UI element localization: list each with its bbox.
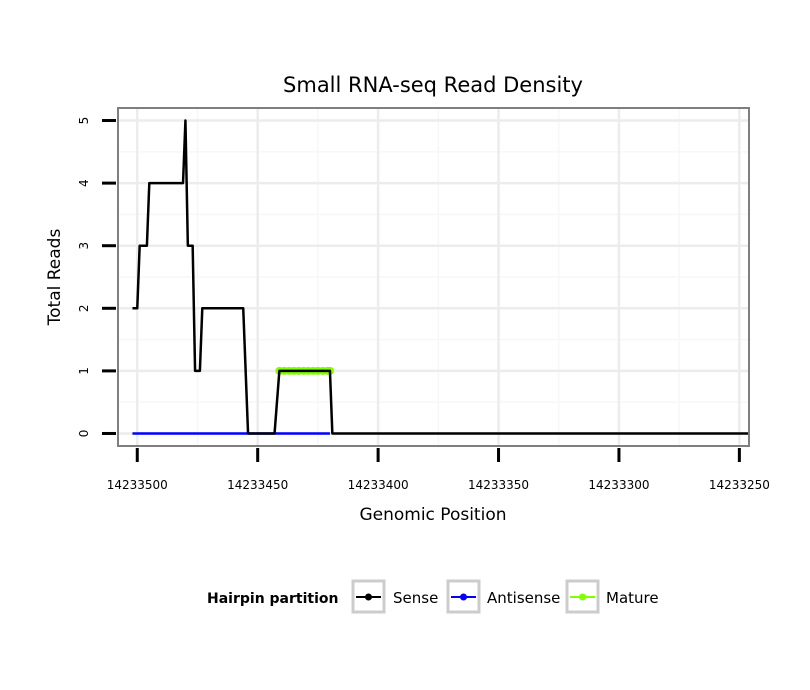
legend: Hairpin partition Sense Antisense Mature [207, 579, 659, 614]
y-axis-label: Total Reads [45, 229, 65, 327]
legend-label-mature: Mature [606, 589, 659, 607]
y-tick-label: 4 [77, 179, 91, 187]
legend-label-antisense: Antisense [487, 589, 560, 607]
legend-key-point-antisense [460, 593, 467, 601]
x-tick-label: 14233250 [709, 478, 770, 492]
x-axis-label: Genomic Position [359, 505, 506, 525]
legend-key-point-sense [365, 593, 372, 601]
x-axis: 14233500 14233450 14233400 14233350 14233300… [107, 448, 770, 492]
data-series [132, 119, 749, 435]
chart-title: Small RNA-seq Read Density [283, 73, 583, 97]
y-tick-label: 2 [77, 304, 91, 312]
x-tick-label: 14233350 [468, 478, 529, 492]
legend-item-mature: Mature [565, 579, 659, 614]
y-tick-label: 5 [77, 117, 91, 125]
y-tick-label: 0 [77, 430, 91, 438]
x-tick-label: 14233300 [588, 478, 649, 492]
x-tick-label: 14233400 [348, 478, 409, 492]
series-line-sense [132, 119, 749, 435]
y-tick-label: 3 [77, 242, 91, 250]
x-tick-label: 14233500 [107, 478, 168, 492]
y-axis: 0 1 2 3 4 5 [77, 117, 116, 438]
x-tick-label: 14233450 [227, 478, 288, 492]
legend-item-antisense: Antisense [446, 579, 560, 614]
legend-label-sense: Sense [393, 589, 438, 607]
y-tick-label: 1 [77, 367, 91, 375]
plot-border [117, 107, 750, 447]
legend-item-sense: Sense [351, 579, 438, 614]
legend-title: Hairpin partition [207, 591, 338, 607]
legend-key-point-mature [579, 593, 586, 601]
